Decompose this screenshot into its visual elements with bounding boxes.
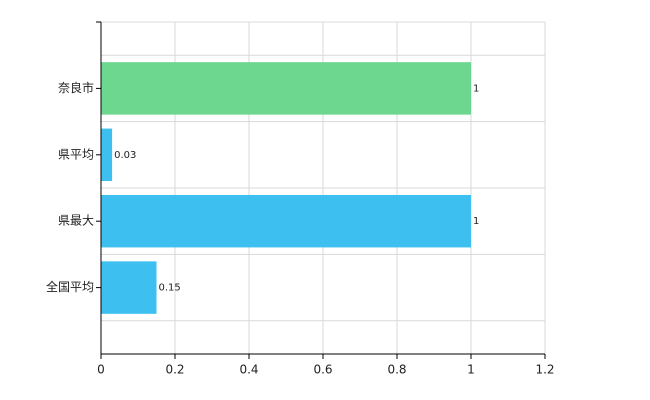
x-tick-label: 0.8 <box>387 363 406 377</box>
y-tick-label: 奈良市 <box>58 80 94 95</box>
y-tick-label: 県平均 <box>58 147 94 161</box>
bar <box>101 194 471 248</box>
x-tick-label: 1 <box>467 363 475 377</box>
x-tick-label: 0 <box>97 363 105 377</box>
y-tick-label: 全国平均 <box>46 279 94 294</box>
x-tick-label: 0.4 <box>239 363 258 377</box>
value-label: 1 <box>473 83 479 94</box>
x-tick-label: 1.2 <box>535 363 554 377</box>
bar <box>101 62 471 115</box>
bar <box>101 261 157 314</box>
value-label: 0.15 <box>159 283 181 294</box>
x-tick-label: 0.6 <box>313 363 332 377</box>
value-label: 1 <box>473 216 479 227</box>
bar <box>101 128 113 182</box>
x-tick-label: 0.2 <box>165 363 184 377</box>
value-label: 0.03 <box>114 150 136 161</box>
y-tick-label: 県最大 <box>58 214 94 228</box>
